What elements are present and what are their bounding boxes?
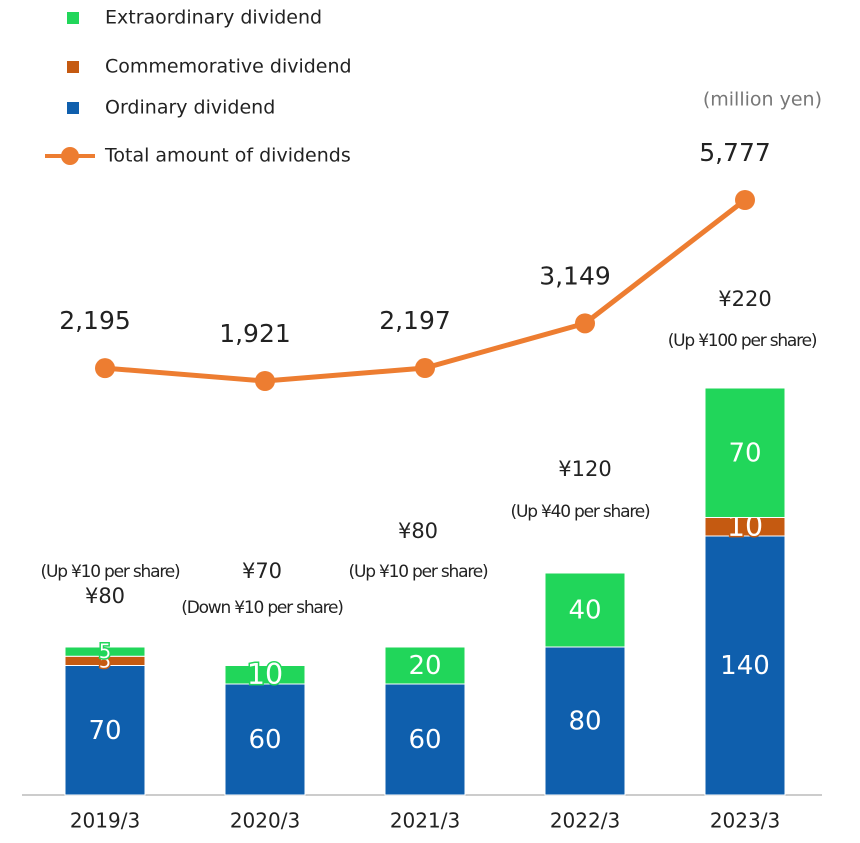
bar-segment [704,387,786,518]
line-marker [575,313,595,334]
value-label: 70 [728,438,761,468]
line-value-label: 2,195 [59,306,131,335]
value-label: 20 [408,651,441,681]
line-marker [415,358,435,379]
total-label: ¥80 [398,519,438,543]
legend-swatch [67,102,79,114]
line-marker [95,358,115,379]
bar-segment [384,683,466,796]
line-value-label: 5,777 [699,138,771,167]
line-value-label: 3,149 [539,261,611,290]
change-label: (Up ¥100 per share) [668,331,817,351]
bar-segment [224,683,306,796]
bar-segment [544,572,626,648]
value-label: 60 [248,725,281,755]
total-label: ¥80 [85,584,125,608]
value-label: 10 [247,658,283,691]
line-marker [735,190,755,210]
bar-segment [704,535,786,796]
line [104,198,747,384]
value-label: 70 [88,716,121,746]
value-label: 40 [568,596,601,626]
line-value-label: 2,197 [379,306,451,335]
value-label: 5 [99,640,111,663]
line-marker [255,371,275,391]
value-label: 60 [408,725,441,755]
unit-label: (million yen) [703,89,822,111]
bar-segment [544,646,626,796]
bar-segment [64,646,146,657]
change-label: (Up ¥10 per share) [41,562,180,582]
total-label: ¥120 [558,457,611,481]
x-tick-label: 2023/3 [710,809,780,833]
total-label: ¥70 [242,559,282,583]
x-tick-label: 2020/3 [230,809,300,833]
legend-label: Total amount of dividends [104,145,351,167]
change-label: (Down ¥10 per share) [181,598,343,618]
value-label: 140 [720,651,770,681]
total-label: ¥220 [718,287,771,311]
x-tick-label: 2021/3 [390,809,460,833]
line-value-label: 1,921 [219,319,291,348]
x-tick-label: 2019/3 [70,809,140,833]
change-label: (Up ¥10 per share) [349,562,488,582]
bar-segment [384,646,466,685]
legend-label: Ordinary dividend [105,97,275,119]
change-label: (Up ¥40 per share) [511,502,650,522]
bar-segment [64,665,146,796]
legend-label: Commemorative dividend [105,56,352,78]
bar-segment [224,665,306,685]
legend-swatch [67,61,79,73]
legend-marker [61,147,79,165]
x-tick-label: 2022/3 [550,809,620,833]
value-label: 80 [568,707,601,737]
legend-label: Extraordinary dividend [105,7,322,29]
legend-swatch [67,12,79,24]
